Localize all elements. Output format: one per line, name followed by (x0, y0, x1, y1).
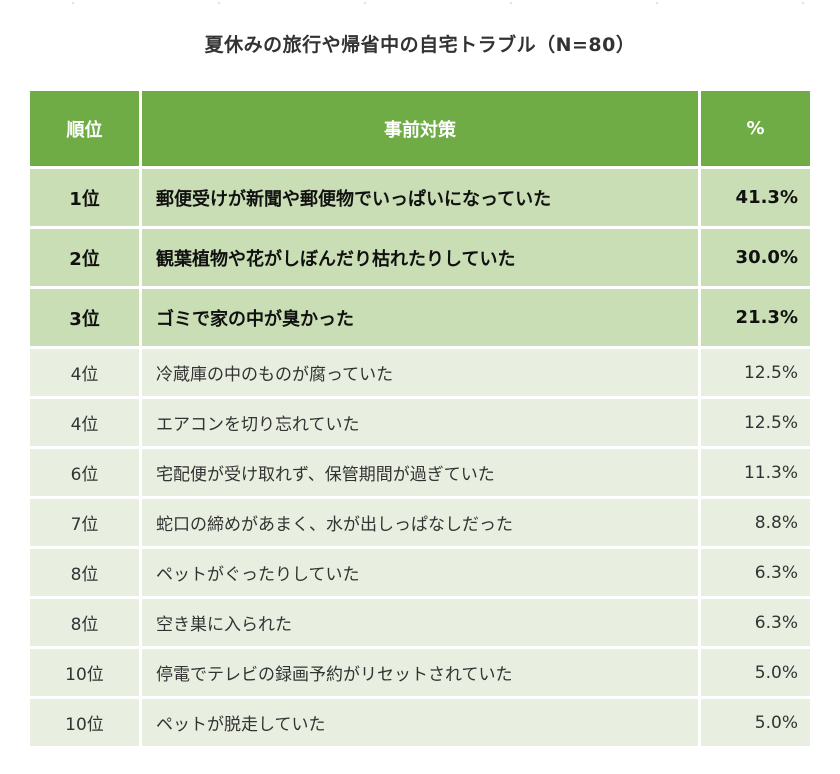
pct-cell: 41.3% (701, 169, 810, 229)
item-cell: 空き巣に入られた (142, 599, 701, 649)
table-row: 6位 宅配便が受け取れず、保管期間が過ぎていた 11.3% (30, 449, 810, 499)
pct-cell: 11.3% (701, 449, 810, 499)
pct-cell: 30.0% (701, 229, 810, 289)
item-cell: 観葉植物や花がしぼんだり枯れたりしていた (142, 229, 701, 289)
ranking-table: 順位 事前対策 % 1位 郵便受けが新聞や郵便物でいっぱいになっていた 41.3… (30, 91, 810, 749)
item-cell: 郵便受けが新聞や郵便物でいっぱいになっていた (142, 169, 701, 229)
pct-cell: 21.3% (701, 289, 810, 349)
pct-cell: 12.5% (701, 349, 810, 399)
header-pct: % (701, 91, 810, 169)
pct-cell: 5.0% (701, 699, 810, 749)
item-cell: ペットがぐったりしていた (142, 549, 701, 599)
table-row: 4位 冷蔵庫の中のものが腐っていた 12.5% (30, 349, 810, 399)
rank-cell: 8位 (30, 549, 142, 599)
table-row: 8位 ペットがぐったりしていた 6.3% (30, 549, 810, 599)
table-row: 8位 空き巣に入られた 6.3% (30, 599, 810, 649)
table-row: 4位 エアコンを切り忘れていた 12.5% (30, 399, 810, 449)
pct-cell: 12.5% (701, 399, 810, 449)
table-row: 10位 停電でテレビの録画予約がリセットされていた 5.0% (30, 649, 810, 699)
table-row: 10位 ペットが脱走していた 5.0% (30, 699, 810, 749)
rank-cell: 10位 (30, 649, 142, 699)
item-cell: 宅配便が受け取れず、保管期間が過ぎていた (142, 449, 701, 499)
pct-cell: 6.3% (701, 599, 810, 649)
header-item: 事前対策 (142, 91, 701, 169)
item-cell: 蛇口の締めがあまく、水が出しっぱなしだった (142, 499, 701, 549)
table-row: 1位 郵便受けが新聞や郵便物でいっぱいになっていた 41.3% (30, 169, 810, 229)
pct-cell: 6.3% (701, 549, 810, 599)
rank-cell: 2位 (30, 229, 142, 289)
rank-cell: 8位 (30, 599, 142, 649)
rank-cell: 10位 (30, 699, 142, 749)
table-row: 7位 蛇口の締めがあまく、水が出しっぱなしだった 8.8% (30, 499, 810, 549)
item-cell: ペットが脱走していた (142, 699, 701, 749)
table-row: 3位 ゴミで家の中が臭かった 21.3% (30, 289, 810, 349)
rank-cell: 6位 (30, 449, 142, 499)
rank-cell: 1位 (30, 169, 142, 229)
item-cell: ゴミで家の中が臭かった (142, 289, 701, 349)
item-cell: エアコンを切り忘れていた (142, 399, 701, 449)
table-row: 2位 観葉植物や花がしぼんだり枯れたりしていた 30.0% (30, 229, 810, 289)
pct-cell: 8.8% (701, 499, 810, 549)
rank-cell: 4位 (30, 349, 142, 399)
item-cell: 停電でテレビの録画予約がリセットされていた (142, 649, 701, 699)
header-rank: 順位 (30, 91, 142, 169)
header-row: 順位 事前対策 % (30, 91, 810, 169)
rank-cell: 7位 (30, 499, 142, 549)
item-cell: 冷蔵庫の中のものが腐っていた (142, 349, 701, 399)
decorative-dot-row (0, 0, 840, 14)
rank-cell: 4位 (30, 399, 142, 449)
pct-cell: 5.0% (701, 649, 810, 699)
rank-cell: 3位 (30, 289, 142, 349)
table-title: 夏休みの旅行や帰省中の自宅トラブル（N=80） (204, 34, 636, 56)
